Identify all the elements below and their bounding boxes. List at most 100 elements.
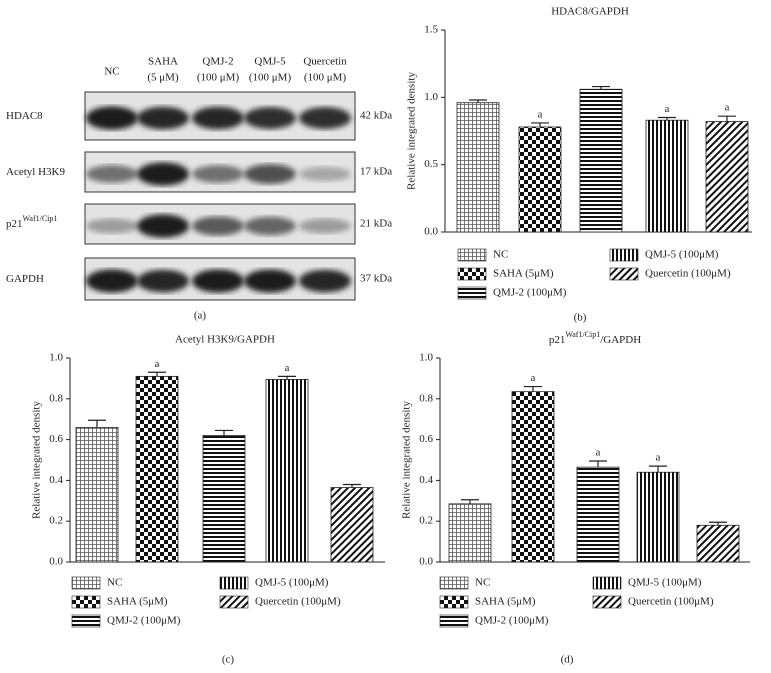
- bar: [705, 121, 749, 233]
- error-bar: [278, 375, 296, 380]
- row-label: p21Waf1/Cip1: [6, 214, 57, 230]
- lane-label: QMJ-2: [202, 56, 233, 68]
- y-axis-label: Relative integrated density: [406, 72, 418, 190]
- legend-label: SAHA (5μM): [107, 596, 168, 608]
- blot-band: [244, 107, 296, 129]
- blot-band: [192, 216, 244, 236]
- row-size: 37 kDa: [360, 273, 392, 285]
- significance-mark: a: [596, 447, 601, 459]
- legend-label: QMJ-2 (100μM): [475, 615, 549, 627]
- y-tick-label: 0.0: [424, 226, 438, 238]
- legend-label: QMJ-2 (100μM): [493, 287, 567, 299]
- legend-label: QMJ-5 (100μM): [645, 249, 719, 261]
- y-tick-label: 0.0: [419, 556, 433, 568]
- legend-label: Quercetin (100μM): [645, 268, 731, 280]
- lane-dose: (5 μM): [147, 72, 179, 84]
- legend-swatch: [219, 595, 249, 609]
- row-size: 21 kDa: [360, 218, 392, 230]
- blot-band: [137, 162, 189, 186]
- lane-label: Quercetin: [303, 56, 347, 68]
- error-bar: [531, 122, 549, 127]
- bar: [456, 102, 500, 233]
- y-tick-label: 0.6: [419, 433, 433, 445]
- bar: [330, 487, 374, 563]
- bar-chart: Acetyl H3K9/GAPDH Relative integrated den…: [31, 334, 385, 666]
- legend-label: QMJ-2 (100μM): [107, 615, 181, 627]
- y-tick-label: 0.4: [419, 474, 433, 486]
- legend-swatch: [71, 576, 101, 590]
- blot-band: [299, 269, 351, 293]
- chart-title: HDAC8/GAPDH: [551, 6, 629, 18]
- panel-label: (d): [561, 654, 574, 666]
- legend-swatch: [439, 576, 469, 590]
- y-tick-label: 0.4: [49, 474, 63, 486]
- blot-band: [244, 216, 296, 236]
- bar: [518, 126, 562, 233]
- row-label: HDAC8: [6, 110, 43, 122]
- y-tick-label: 0.5: [424, 158, 438, 170]
- lane-label: QMJ-5: [254, 56, 286, 68]
- error-bar: [524, 385, 542, 392]
- error-bar: [461, 499, 479, 504]
- row-label: Acetyl H3K9: [6, 166, 65, 178]
- row-size: 42 kDa: [360, 110, 392, 122]
- legend-swatch: [71, 595, 101, 609]
- bar: [636, 471, 680, 563]
- blot-band: [244, 164, 296, 184]
- legend-swatch: [457, 286, 487, 300]
- bar: [202, 435, 246, 563]
- significance-mark: a: [665, 103, 670, 115]
- panel-label: (a): [194, 310, 207, 322]
- error-bar: [343, 483, 361, 488]
- bar: [265, 379, 309, 563]
- significance-mark: a: [656, 452, 661, 464]
- row-label-base: Acetyl H3K9: [6, 166, 65, 178]
- blot-band: [192, 165, 244, 183]
- y-tick-label: 0.8: [49, 392, 63, 404]
- bar: [576, 466, 620, 563]
- legend-label: Quercetin (100μM): [255, 596, 341, 608]
- blot-band: [86, 218, 138, 234]
- legend-label: SAHA (5μM): [493, 268, 554, 280]
- y-tick-label: 1.5: [424, 24, 438, 36]
- lane-dose: (100 μM): [249, 72, 292, 84]
- lane-label: SAHA: [148, 56, 178, 68]
- legend-label: NC: [475, 577, 490, 589]
- y-tick-label: 0.2: [49, 515, 63, 527]
- blot-band: [299, 166, 351, 182]
- lane-dose: (100 μM): [197, 72, 240, 84]
- blot-band: [244, 269, 296, 293]
- blot-band: [86, 269, 138, 293]
- error-bar: [592, 85, 610, 90]
- bar-chart: p21Waf1/Cip1/GAPDH Relative integrated de…: [401, 330, 750, 666]
- panel-label: (c): [222, 654, 235, 666]
- significance-mark: a: [725, 102, 730, 114]
- y-axis-label: Relative integrated density: [401, 401, 413, 519]
- y-tick-label: 1.0: [419, 352, 433, 364]
- title-base: p21: [549, 334, 566, 346]
- lane-dose: (100 μM): [304, 72, 347, 84]
- legend-swatch: [609, 248, 639, 262]
- legend-label: NC: [107, 577, 122, 589]
- row-label-base: HDAC8: [6, 110, 43, 122]
- significance-mark: a: [155, 358, 160, 370]
- bar: [579, 88, 623, 233]
- legend-swatch: [592, 576, 622, 590]
- chart-title: p21Waf1/Cip1/GAPDH: [549, 330, 641, 346]
- row-label-base: GAPDH: [6, 273, 44, 285]
- legend-swatch: [71, 614, 101, 628]
- error-bar: [649, 465, 667, 473]
- bar-chart: HDAC8/GAPDH Relative integrated density 0.…: [406, 6, 752, 324]
- significance-mark: a: [531, 372, 536, 384]
- legend-label: SAHA (5μM): [475, 596, 536, 608]
- blot-band: [86, 165, 138, 183]
- significance-mark: a: [285, 362, 290, 374]
- error-bar: [709, 521, 727, 526]
- row-label-base: p21: [6, 218, 23, 230]
- blot-band: [86, 106, 138, 130]
- error-bar: [718, 115, 736, 122]
- blot-band: [192, 269, 244, 293]
- row-label: GAPDH: [6, 273, 44, 285]
- error-bar: [658, 116, 676, 121]
